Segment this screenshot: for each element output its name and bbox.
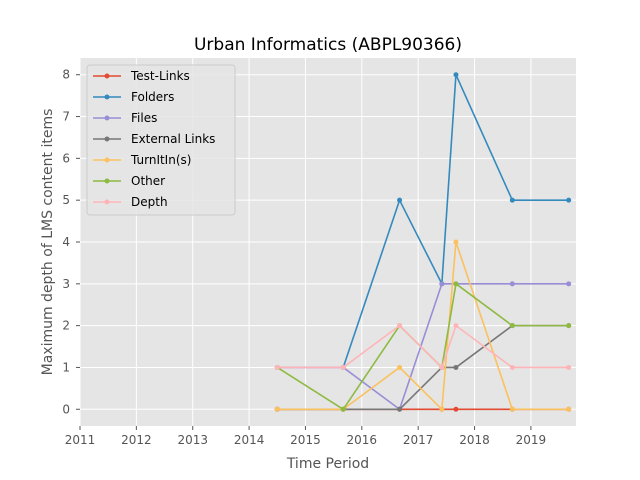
data-point-depth <box>397 323 403 329</box>
data-point-other <box>453 281 459 287</box>
y-tick-label: 8 <box>62 68 70 82</box>
legend-entry-folders: Folders <box>93 90 174 104</box>
data-point-folders <box>397 197 403 203</box>
y-axis-label: Maximum depth of LMS content items <box>40 109 56 376</box>
y-tick-label: 3 <box>62 277 70 291</box>
legend-label: Depth <box>131 195 168 209</box>
data-point-turnitin-s <box>509 406 515 412</box>
y-tick-label: 0 <box>62 402 70 416</box>
data-point-folders <box>453 72 459 78</box>
legend-entry-external-links: External Links <box>93 132 215 146</box>
y-tick-label: 2 <box>62 319 70 333</box>
data-point-depth <box>274 364 280 370</box>
legend-label: Folders <box>131 90 174 104</box>
x-tick-label: 2013 <box>177 433 208 447</box>
y-tick-label: 7 <box>62 110 70 124</box>
legend-marker <box>104 94 110 100</box>
legend-marker <box>104 157 110 163</box>
data-point-turnitin-s <box>566 406 572 412</box>
legend-label: Other <box>131 174 165 188</box>
series-line-folders <box>342 73 569 368</box>
axis-ticks: 2011 2012 2013 2014 2015 2016 2017 2018 2019 0 1 2 3… <box>62 68 546 447</box>
chart-title: Urban Informatics (ABPL90366) <box>194 35 462 55</box>
data-point-folders <box>566 197 572 203</box>
legend-label: Test-Links <box>130 69 190 83</box>
data-point-other <box>340 406 346 412</box>
legend-entry-other: Other <box>93 174 165 188</box>
x-tick-label: 2015 <box>290 433 321 447</box>
data-point-external-links <box>397 406 403 412</box>
legend: Test-Links Folders Files External Links Turn… <box>86 64 236 216</box>
data-point-test-links <box>453 406 459 412</box>
x-tick-label: 2018 <box>459 433 490 447</box>
data-point-depth <box>453 323 459 329</box>
legend-label: Files <box>131 111 157 125</box>
data-point-files <box>439 281 445 287</box>
data-point-files <box>566 281 572 287</box>
legend-label: External Links <box>131 132 215 146</box>
legend-entry-files: Files <box>93 111 157 125</box>
legend-marker <box>104 199 110 205</box>
legend-marker <box>104 115 110 121</box>
data-point-turnitin-s <box>439 406 445 412</box>
legend-marker <box>104 73 110 79</box>
series-depth <box>274 323 572 370</box>
legend-box <box>86 64 236 216</box>
data-point-external-links <box>453 364 459 370</box>
legend-entry-test-links: Test-Links <box>93 69 190 83</box>
series-lines <box>274 72 572 412</box>
data-point-folders <box>509 197 515 203</box>
y-tick-label: 4 <box>62 235 70 249</box>
data-point-turnitin-s <box>397 364 403 370</box>
data-point-depth <box>439 364 445 370</box>
x-tick-label: 2019 <box>516 433 547 447</box>
data-point-other <box>566 323 572 329</box>
legend-entry-depth: Depth <box>93 195 168 209</box>
x-tick-label: 2016 <box>347 433 378 447</box>
data-point-files <box>509 281 515 287</box>
data-point-turnitin-s <box>274 406 280 412</box>
legend-label: TurnItIn(s) <box>130 153 191 167</box>
x-tick-label: 2014 <box>234 433 265 447</box>
x-tick-label: 2011 <box>65 433 96 447</box>
x-tick-label: 2012 <box>121 433 152 447</box>
legend-marker <box>104 136 110 142</box>
data-point-depth <box>566 364 572 370</box>
x-axis-label: Time Period <box>286 456 369 472</box>
legend-entry-turnitin-s: TurnItIn(s) <box>93 153 191 167</box>
data-point-depth <box>509 364 515 370</box>
y-tick-label: 6 <box>62 151 70 165</box>
y-tick-label: 1 <box>62 360 70 374</box>
legend-marker <box>104 178 110 184</box>
x-tick-label: 2017 <box>403 433 434 447</box>
data-point-turnitin-s <box>453 239 459 245</box>
y-tick-label: 5 <box>62 193 70 207</box>
data-point-depth <box>340 364 346 370</box>
data-point-other <box>509 323 515 329</box>
